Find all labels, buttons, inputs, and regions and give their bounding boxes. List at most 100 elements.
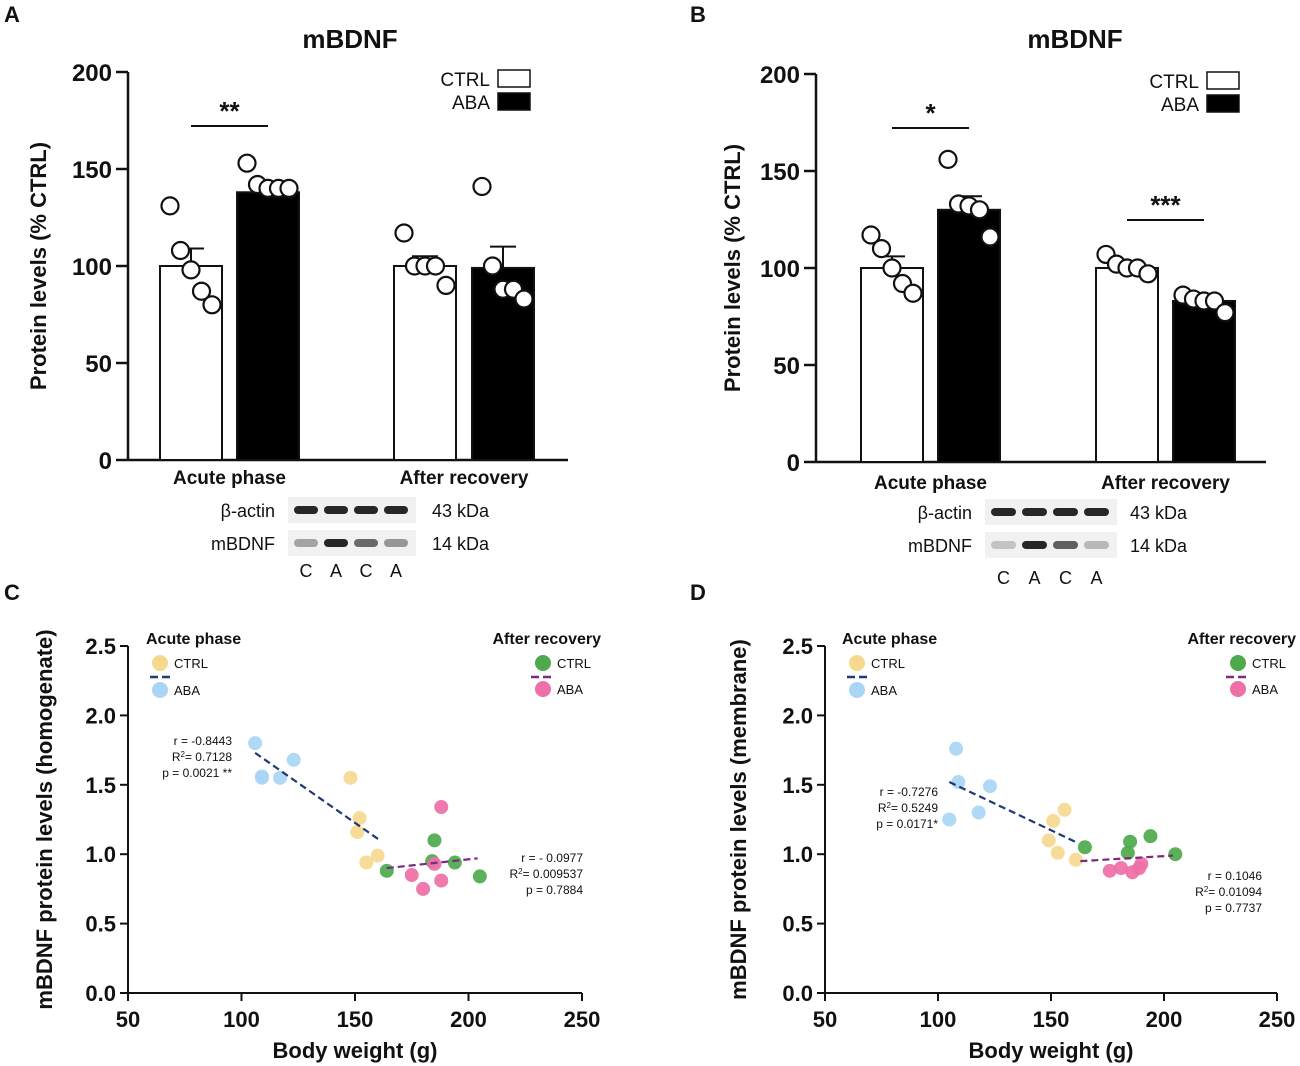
blot-protein-label-a: β-actin xyxy=(221,501,275,521)
data-point-a xyxy=(237,153,257,173)
data-point-b xyxy=(1215,303,1235,323)
y-tick-label-d: 2.5 xyxy=(782,634,813,659)
blot-band-b xyxy=(991,541,1016,549)
scatter-point-c xyxy=(248,736,263,751)
legend-swatch-aba-b xyxy=(1206,94,1240,113)
blot-lane-label-b: A xyxy=(1028,568,1040,588)
y-tick-label-a: 100 xyxy=(72,254,112,281)
stat-text-c: r = -0.8443 xyxy=(174,734,233,748)
legend-label-aba-d: ABA xyxy=(1252,682,1278,697)
data-point-a xyxy=(181,260,201,280)
bar-aba-a xyxy=(236,191,300,461)
y-axis-label-b: Protein levels (% CTRL) xyxy=(720,144,745,392)
data-point-a xyxy=(160,196,180,216)
panel-label-c: C xyxy=(4,580,20,605)
blot-kda-label-a: 14 kDa xyxy=(432,534,490,554)
stat-text-d: p = 0.7737 xyxy=(1205,901,1262,915)
scatter-point-c xyxy=(352,811,367,826)
blot-band-a xyxy=(384,539,408,547)
blot-band-a xyxy=(324,506,348,514)
x-tick-label-c: 150 xyxy=(337,1007,374,1032)
x-tick-label-d: 100 xyxy=(920,1007,957,1032)
legend-marker-d xyxy=(1230,681,1246,697)
data-point-b xyxy=(1204,291,1225,311)
blot-lane-label-a: C xyxy=(360,561,373,581)
scatter-point-c xyxy=(350,824,365,839)
data-point-a xyxy=(482,256,503,276)
scatter-point-c xyxy=(404,868,419,883)
blot-protein-label-b: mBDNF xyxy=(908,536,972,556)
x-tick-label-c: 250 xyxy=(564,1007,601,1032)
stat-text-c: r = - 0.0977 xyxy=(521,851,583,865)
legend-marker-c xyxy=(152,682,168,698)
y-tick-label-a: 0 xyxy=(99,448,112,475)
y-axis-label-d: mBDNF protein levels (membrane) xyxy=(726,639,751,1000)
y-tick-label-c: 0.0 xyxy=(85,981,116,1006)
legend-marker-d xyxy=(1230,655,1246,671)
blot-band-a xyxy=(294,506,318,514)
y-tick-label-d: 0.5 xyxy=(782,912,813,937)
x-tick-label-d: 50 xyxy=(813,1007,837,1032)
x-tick-label-c: 50 xyxy=(116,1007,140,1032)
y-tick-label-a: 200 xyxy=(72,60,112,87)
legend-marker-c xyxy=(535,681,551,697)
legend-label-aba-c: ABA xyxy=(557,682,583,697)
data-point-b xyxy=(980,227,1000,247)
legend-swatch-ctrl-a xyxy=(497,69,531,88)
blot-band-b xyxy=(1022,541,1047,549)
scatter-point-d xyxy=(1068,852,1083,867)
y-tick-label-a: 150 xyxy=(72,157,112,184)
blot-protein-label-a: mBDNF xyxy=(211,534,275,554)
scatter-point-d xyxy=(949,741,964,756)
blot-band-a xyxy=(384,506,408,514)
scatter-point-d xyxy=(951,775,966,790)
legend-label-aba-c: ABA xyxy=(174,683,200,698)
scatter-point-d xyxy=(1114,861,1129,876)
stat-text-c: R2= 0.7128 xyxy=(172,750,232,765)
significance-label-a: ** xyxy=(219,96,240,126)
stat-text-d: R2= 0.5249 xyxy=(878,801,938,816)
y-tick-label-b: 50 xyxy=(773,353,800,380)
data-point-a xyxy=(279,178,299,198)
legend-marker-c xyxy=(152,655,168,671)
scatter-point-d xyxy=(1134,856,1149,871)
scatter-point-c xyxy=(434,873,449,888)
scatter-point-d xyxy=(1057,802,1072,817)
blot-band-a xyxy=(354,539,378,547)
group-label-a: Acute phase xyxy=(173,468,286,489)
blot-band-b xyxy=(1053,508,1078,516)
blot-kda-label-a: 43 kDa xyxy=(432,501,490,521)
scatter-point-d xyxy=(1120,845,1135,860)
data-point-b xyxy=(861,225,881,245)
blot-band-b xyxy=(1022,508,1047,516)
y-tick-label-c: 2.0 xyxy=(85,703,116,728)
stat-text-c: R2= 0.009537 xyxy=(509,867,583,882)
scatter-point-d xyxy=(1041,833,1056,848)
legend-label-ctrl-c: CTRL xyxy=(557,656,591,671)
stat-text-c: p = 0.7884 xyxy=(526,883,583,897)
blot-kda-label-b: 14 kDa xyxy=(1130,536,1188,556)
blot-band-a xyxy=(294,539,318,547)
legend-label-ctrl-d: CTRL xyxy=(871,656,905,671)
scatter-point-c xyxy=(370,848,385,863)
y-axis-label-c: mBDNF protein levels (homogenate) xyxy=(32,629,57,1009)
data-point-a xyxy=(170,240,191,261)
blot-band-b xyxy=(1084,508,1109,516)
scatter-point-c xyxy=(359,855,374,870)
group-label-a: After recovery xyxy=(400,468,529,489)
blot-lane-label-a: C xyxy=(300,561,313,581)
scatter-point-d xyxy=(1102,863,1117,878)
scatter-point-c xyxy=(434,800,449,815)
data-point-b xyxy=(903,283,923,303)
stat-text-d: p = 0.0171* xyxy=(876,817,938,831)
legend-label-aba-b: ABA xyxy=(1161,95,1199,116)
blot-band-a xyxy=(354,506,378,514)
stat-text-c: p = 0.0021 ** xyxy=(162,766,232,780)
legend-label-ctrl-c: CTRL xyxy=(174,656,208,671)
chart-title-b: mBDNF xyxy=(1027,24,1122,54)
blot-band-b xyxy=(1053,541,1078,549)
y-tick-label-c: 0.5 xyxy=(85,912,116,937)
data-point-a xyxy=(514,289,534,309)
blot-lane-label-a: A xyxy=(330,561,342,581)
